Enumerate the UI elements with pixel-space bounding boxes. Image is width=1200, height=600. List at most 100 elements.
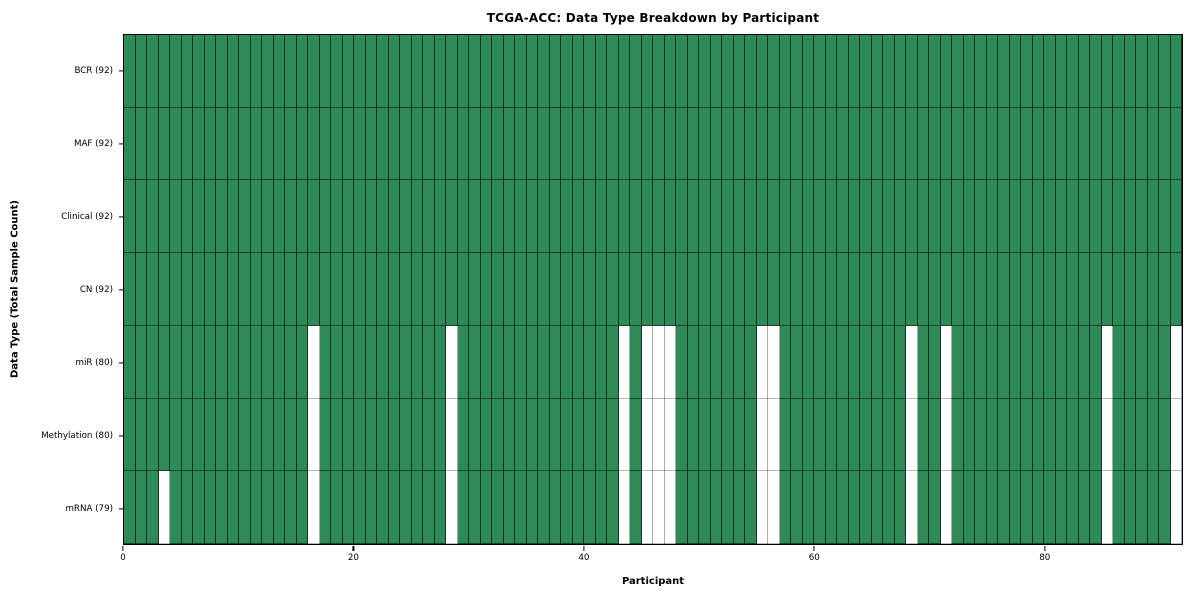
heatmap-cell xyxy=(802,107,814,181)
heatmap-cell xyxy=(733,398,745,472)
heatmap-cell xyxy=(940,325,952,399)
heatmap-cell xyxy=(538,398,550,472)
heatmap-cell xyxy=(584,35,596,108)
heatmap-cell xyxy=(285,398,297,472)
heatmap-cell xyxy=(227,471,239,544)
heatmap-cell xyxy=(1147,180,1159,254)
heatmap-cell xyxy=(906,35,918,108)
heatmap-cell xyxy=(434,325,446,399)
heatmap-cell xyxy=(434,35,446,108)
heatmap-cell xyxy=(687,325,699,399)
heatmap-cell xyxy=(710,180,722,254)
heatmap-cell xyxy=(227,35,239,108)
heatmap-cell xyxy=(181,471,193,544)
heatmap-cell xyxy=(423,107,435,181)
heatmap-cell xyxy=(1021,471,1033,544)
heatmap-cell xyxy=(825,471,837,544)
heatmap-cell xyxy=(745,253,757,326)
y-tick-mark xyxy=(118,215,123,218)
heatmap-cell xyxy=(411,35,423,108)
heatmap-cell xyxy=(446,398,458,472)
heatmap-cell xyxy=(998,253,1010,326)
heatmap-cell xyxy=(745,398,757,472)
heatmap-cell xyxy=(940,180,952,254)
heatmap-cell xyxy=(986,325,998,399)
heatmap-cell xyxy=(423,325,435,399)
heatmap-cell xyxy=(975,35,987,108)
heatmap-cell xyxy=(848,180,860,254)
heatmap-cell xyxy=(170,107,182,181)
heatmap-cell xyxy=(595,35,607,108)
heatmap-cell xyxy=(561,471,573,544)
heatmap-cell xyxy=(273,253,285,326)
heatmap-cell xyxy=(181,35,193,108)
heatmap-cell xyxy=(480,253,492,326)
heatmap-cell xyxy=(561,253,573,326)
heatmap-cell xyxy=(331,325,343,399)
heatmap-cell xyxy=(411,325,423,399)
heatmap-cell xyxy=(285,325,297,399)
heatmap-cell xyxy=(940,471,952,544)
heatmap-cell xyxy=(158,471,170,544)
heatmap-cell xyxy=(768,471,780,544)
heatmap-cell xyxy=(733,471,745,544)
heatmap-cell xyxy=(1147,325,1159,399)
heatmap-cell xyxy=(1067,398,1079,472)
heatmap-cell xyxy=(837,398,849,472)
heatmap-cell xyxy=(216,107,228,181)
heatmap-cell xyxy=(883,398,895,472)
heatmap-cell xyxy=(273,35,285,108)
x-tick-mark xyxy=(1044,546,1046,551)
heatmap-cell xyxy=(285,253,297,326)
heatmap-cell xyxy=(411,398,423,472)
heatmap-cell xyxy=(848,253,860,326)
heatmap-cell xyxy=(963,180,975,254)
heatmap-cell xyxy=(618,253,630,326)
heatmap-cell xyxy=(342,398,354,472)
heatmap-cell xyxy=(262,35,274,108)
heatmap-cell xyxy=(710,107,722,181)
heatmap-cell xyxy=(538,180,550,254)
heatmap-cell xyxy=(250,398,262,472)
heatmap-cell xyxy=(216,35,228,108)
heatmap-cell xyxy=(1009,107,1021,181)
heatmap-cell xyxy=(618,398,630,472)
heatmap-cell xyxy=(1101,107,1113,181)
heatmap-cell xyxy=(388,35,400,108)
heatmap-cell xyxy=(308,398,320,472)
heatmap-cell xyxy=(848,107,860,181)
heatmap-cell xyxy=(1055,35,1067,108)
heatmap-cell xyxy=(1090,471,1102,544)
heatmap-cell xyxy=(411,180,423,254)
heatmap-cell xyxy=(446,107,458,181)
heatmap-cell xyxy=(308,471,320,544)
heatmap-cell xyxy=(181,325,193,399)
heatmap-cell xyxy=(446,180,458,254)
heatmap-cell xyxy=(802,471,814,544)
heatmap-cell xyxy=(480,471,492,544)
heatmap-cell xyxy=(756,325,768,399)
y-tick-label: Clinical (92) xyxy=(61,211,113,222)
heatmap-cell xyxy=(296,180,308,254)
heatmap-cell xyxy=(894,253,906,326)
heatmap-cell xyxy=(699,253,711,326)
heatmap-cell xyxy=(733,35,745,108)
heatmap-cell xyxy=(998,107,1010,181)
heatmap-cell xyxy=(250,107,262,181)
heatmap-cell xyxy=(848,471,860,544)
heatmap-cell xyxy=(883,35,895,108)
heatmap-cell xyxy=(503,253,515,326)
heatmap-cell xyxy=(572,325,584,399)
heatmap-cell xyxy=(998,398,1010,472)
heatmap-cell xyxy=(411,253,423,326)
heatmap-cell xyxy=(1159,471,1171,544)
heatmap-cell xyxy=(1090,325,1102,399)
heatmap-cell xyxy=(756,107,768,181)
heatmap-cell xyxy=(308,107,320,181)
heatmap-cell xyxy=(699,471,711,544)
x-tick-mark xyxy=(122,546,124,551)
heatmap-cell xyxy=(239,107,251,181)
heatmap-cell xyxy=(664,107,676,181)
heatmap-cell xyxy=(492,398,504,472)
heatmap-cell xyxy=(515,180,527,254)
